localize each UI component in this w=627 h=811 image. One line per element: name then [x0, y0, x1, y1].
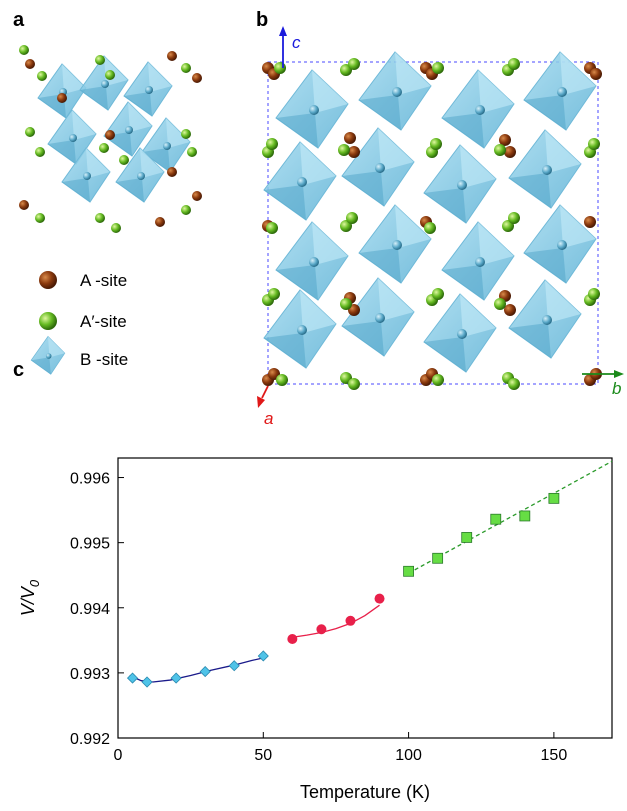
x-ticks: 0 50 100 150: [114, 732, 568, 764]
data-point-s1-2: [141, 676, 153, 688]
axis-c-label: c: [292, 33, 301, 52]
data-point-s2-4: [374, 593, 385, 604]
axis-b-arrow: [582, 370, 624, 378]
legend-b-site-label: B -site: [80, 350, 128, 369]
panel-label-a: a: [13, 9, 25, 31]
data-points: [126, 492, 560, 688]
data-point-s1-1: [126, 672, 139, 684]
y-axis-title: V/V0: [18, 579, 42, 616]
data-point-s2-3: [345, 615, 356, 626]
x-tick-label: 0: [114, 747, 123, 764]
y-axis-title-sub: 0: [27, 579, 42, 587]
y-tick-label: 0.995: [70, 536, 110, 553]
panel-label-b: b: [256, 9, 268, 31]
fit-lines: [129, 460, 613, 683]
x-axis-title: Temperature (K): [300, 782, 430, 802]
data-point-s3-4: [490, 513, 502, 525]
fit-line-2: [289, 604, 380, 639]
y-tick-label: 0.992: [70, 731, 110, 748]
axis-a-arrow: [257, 385, 269, 408]
data-point-s3-6: [548, 492, 560, 504]
y-tick-label: 0.993: [70, 666, 110, 683]
x-tick-label: 150: [541, 747, 568, 764]
data-point-s1-6: [257, 650, 269, 662]
data-point-s3-5: [519, 510, 531, 522]
y-tick-label: 0.994: [70, 601, 110, 618]
axis-b-label: b: [612, 379, 621, 398]
legend-a-prime-site-label: A′-site: [80, 312, 127, 331]
legend-a-prime-site-marker: [39, 312, 57, 330]
panel-a-structure: [19, 45, 202, 233]
panel-label-c: c: [13, 359, 24, 381]
data-point-s3-3: [461, 532, 473, 543]
data-point-s3-2: [432, 552, 444, 564]
axis-c-arrow: [279, 26, 287, 68]
data-point-s2-1: [287, 634, 298, 645]
data-point-s1-5: [228, 660, 240, 672]
y-tick-label: 0.996: [70, 471, 110, 488]
data-point-s1-4: [199, 666, 211, 678]
panel-b-structure: [262, 51, 602, 390]
x-tick-label: 50: [254, 747, 272, 764]
axis-a-label: a: [264, 409, 273, 428]
x-tick-label: 100: [395, 747, 422, 764]
data-point-s1-3: [170, 672, 182, 684]
data-point-s2-2: [316, 624, 327, 635]
fit-line-1: [129, 656, 267, 683]
y-axis-title-main: V/V: [18, 585, 38, 616]
plot-frame: [117, 457, 613, 739]
legend-b-site-marker: [30, 336, 66, 375]
volume-chart: 0 50 100 150 0.992 0.993 0.994 0.995 0.996 Temp…: [18, 457, 613, 802]
data-point-s3-1: [403, 565, 414, 577]
legend-a-site-marker: [39, 271, 57, 289]
legend-a-site-label: A -site: [80, 271, 127, 290]
y-ticks: 0.992 0.993 0.994 0.995 0.996: [70, 471, 124, 748]
legend: A -site A′-site B -site: [30, 271, 128, 375]
